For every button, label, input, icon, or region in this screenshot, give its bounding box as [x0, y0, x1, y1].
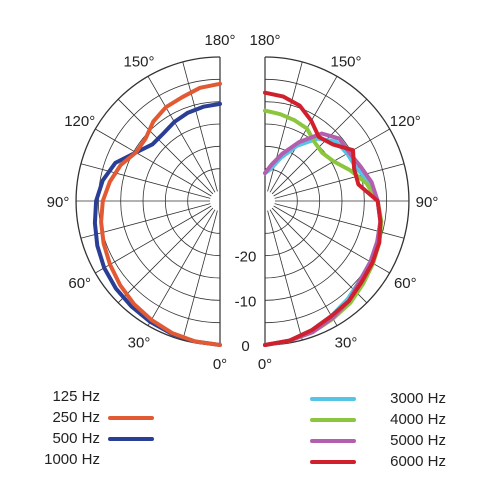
legend-swatch	[108, 436, 154, 441]
legend-item-500hz: 500 Hz	[34, 428, 154, 449]
legend-label: 500 Hz	[52, 430, 100, 447]
grid-spoke-left	[95, 205, 212, 274]
grid-spoke-left	[117, 98, 214, 195]
angle-tick-label: 120°	[64, 113, 95, 130]
angle-tick-label: 60°	[68, 275, 91, 292]
legend-right: 3000 Hz 4000 Hz 5000 Hz 6000 Hz	[310, 388, 446, 472]
angle-tick-label: 150°	[123, 54, 154, 71]
angle-tick-label: 180°	[204, 32, 235, 49]
grid-spoke-right	[267, 210, 303, 341]
angle-tick-label: 60°	[394, 275, 417, 292]
grid-spoke-right	[269, 76, 338, 193]
angle-tick-label: 30°	[335, 334, 358, 351]
series-line	[263, 131, 383, 347]
legend-swatch	[310, 396, 356, 401]
legend-label: 5000 Hz	[390, 432, 446, 449]
legend-item-250hz: 250 Hz	[34, 407, 154, 428]
legend-swatch	[310, 417, 356, 422]
grid-spoke-right	[271, 207, 368, 304]
legend-item-5000hz: 5000 Hz	[310, 430, 446, 451]
grid-spoke-right	[273, 128, 390, 197]
legend-item-3000hz: 3000 Hz	[310, 388, 446, 409]
radial-tick-label: 0	[241, 338, 249, 355]
angle-tick-label: 90°	[416, 194, 439, 211]
radial-tick-label: -20	[235, 249, 257, 266]
angle-tick-label: 30°	[128, 334, 151, 351]
angle-tick-label: 0°	[258, 356, 272, 373]
angle-tick-label: 150°	[330, 54, 361, 71]
legend-label: 1000 Hz	[44, 451, 100, 468]
legend-swatch	[310, 438, 356, 443]
grid-spoke-left	[147, 209, 216, 326]
polar-labels: 0° 0° 30° 30° 60° 60° 90° 90° 120° 120° 150° 150° 18…	[47, 32, 439, 373]
legend-item-1000hz: 1000 Hz	[34, 449, 154, 470]
grid-spoke-left	[80, 163, 211, 199]
legend-item-6000hz: 6000 Hz	[310, 451, 446, 472]
legend-swatch	[108, 415, 154, 420]
grid-spoke-right	[274, 203, 405, 239]
angle-tick-label: 180°	[249, 32, 280, 49]
legend-swatch	[310, 459, 356, 464]
grid-spoke-left	[182, 61, 218, 192]
radial-tick-label: -10	[235, 293, 257, 310]
legend-item-4000hz: 4000 Hz	[310, 409, 446, 430]
grid-spoke-left	[117, 207, 214, 304]
angle-tick-label: 0°	[213, 356, 227, 373]
series-line	[92, 101, 222, 347]
legend-label: 6000 Hz	[390, 453, 446, 470]
polar-series	[92, 81, 384, 347]
legend-label: 125 Hz	[52, 388, 100, 405]
grid-spoke-right	[274, 163, 405, 199]
grid-spoke-right	[267, 61, 303, 192]
grid-spoke-left	[182, 210, 218, 341]
grid-spoke-left	[95, 128, 212, 197]
grid-spoke-left	[147, 76, 216, 193]
angle-tick-label: 90°	[47, 194, 70, 211]
legend-label: 3000 Hz	[390, 390, 446, 407]
series-line	[99, 81, 222, 347]
legend-label: 4000 Hz	[390, 411, 446, 428]
legend-left: 125 Hz 250 Hz 500 Hz 1000 Hz	[34, 386, 154, 470]
legend-label: 250 Hz	[52, 409, 100, 426]
grid-spoke-right	[269, 209, 338, 326]
series-line	[263, 90, 383, 347]
legend-item-125hz: 125 Hz	[34, 386, 154, 407]
angle-tick-label: 120°	[390, 113, 421, 130]
